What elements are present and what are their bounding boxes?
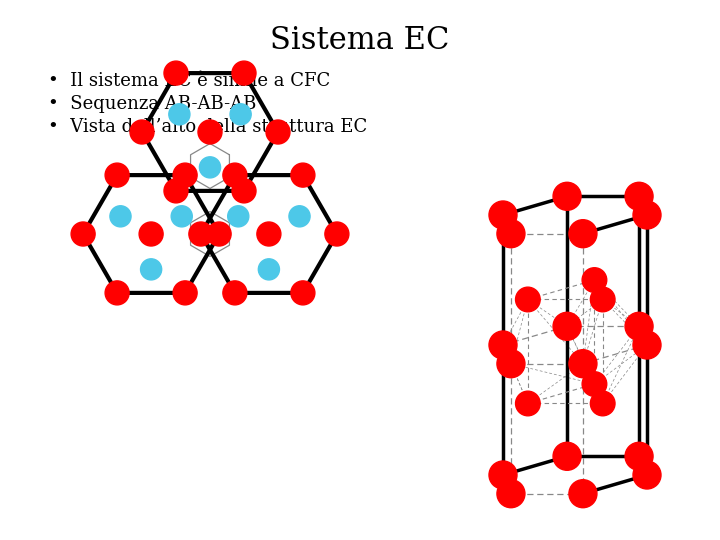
Circle shape: [516, 287, 540, 312]
Circle shape: [173, 281, 197, 305]
Circle shape: [625, 442, 653, 470]
Circle shape: [258, 259, 279, 280]
Text: •  Il sistema EC è simile a CFC: • Il sistema EC è simile a CFC: [48, 72, 330, 90]
Circle shape: [291, 281, 315, 305]
Circle shape: [582, 268, 607, 292]
Circle shape: [633, 201, 661, 229]
Circle shape: [199, 157, 220, 178]
Text: Sistema EC: Sistema EC: [270, 25, 450, 56]
Circle shape: [223, 281, 247, 305]
Circle shape: [497, 220, 525, 248]
Circle shape: [71, 222, 95, 246]
Circle shape: [291, 163, 315, 187]
Circle shape: [633, 331, 661, 359]
Circle shape: [266, 120, 290, 144]
Circle shape: [489, 461, 517, 489]
Circle shape: [230, 104, 251, 125]
Circle shape: [130, 120, 154, 144]
Circle shape: [198, 120, 222, 144]
Circle shape: [582, 372, 607, 396]
Circle shape: [516, 391, 540, 416]
Text: •  Sequenza AB-AB-AB: • Sequenza AB-AB-AB: [48, 95, 256, 113]
Circle shape: [139, 222, 163, 246]
Circle shape: [223, 163, 247, 187]
Circle shape: [553, 312, 581, 340]
Circle shape: [110, 206, 131, 227]
Circle shape: [189, 222, 213, 246]
Text: •  Vista dall’alto della struttura EC: • Vista dall’alto della struttura EC: [48, 118, 367, 136]
Circle shape: [207, 222, 231, 246]
Circle shape: [164, 179, 188, 203]
Circle shape: [140, 259, 162, 280]
Circle shape: [497, 480, 525, 508]
Circle shape: [590, 287, 615, 312]
Circle shape: [553, 183, 581, 210]
Circle shape: [105, 281, 129, 305]
Circle shape: [569, 480, 597, 508]
Circle shape: [232, 61, 256, 85]
Circle shape: [164, 61, 188, 85]
Circle shape: [168, 104, 190, 125]
Circle shape: [569, 350, 597, 377]
Circle shape: [232, 179, 256, 203]
Circle shape: [105, 163, 129, 187]
Circle shape: [257, 222, 281, 246]
Circle shape: [173, 163, 197, 187]
Circle shape: [489, 201, 517, 229]
Circle shape: [625, 312, 653, 340]
Circle shape: [497, 350, 525, 377]
Circle shape: [590, 391, 615, 416]
Circle shape: [625, 183, 653, 210]
Circle shape: [553, 442, 581, 470]
Circle shape: [171, 206, 192, 227]
Circle shape: [633, 461, 661, 489]
Circle shape: [569, 220, 597, 248]
Circle shape: [325, 222, 349, 246]
Circle shape: [489, 331, 517, 359]
Circle shape: [228, 206, 249, 227]
Circle shape: [289, 206, 310, 227]
